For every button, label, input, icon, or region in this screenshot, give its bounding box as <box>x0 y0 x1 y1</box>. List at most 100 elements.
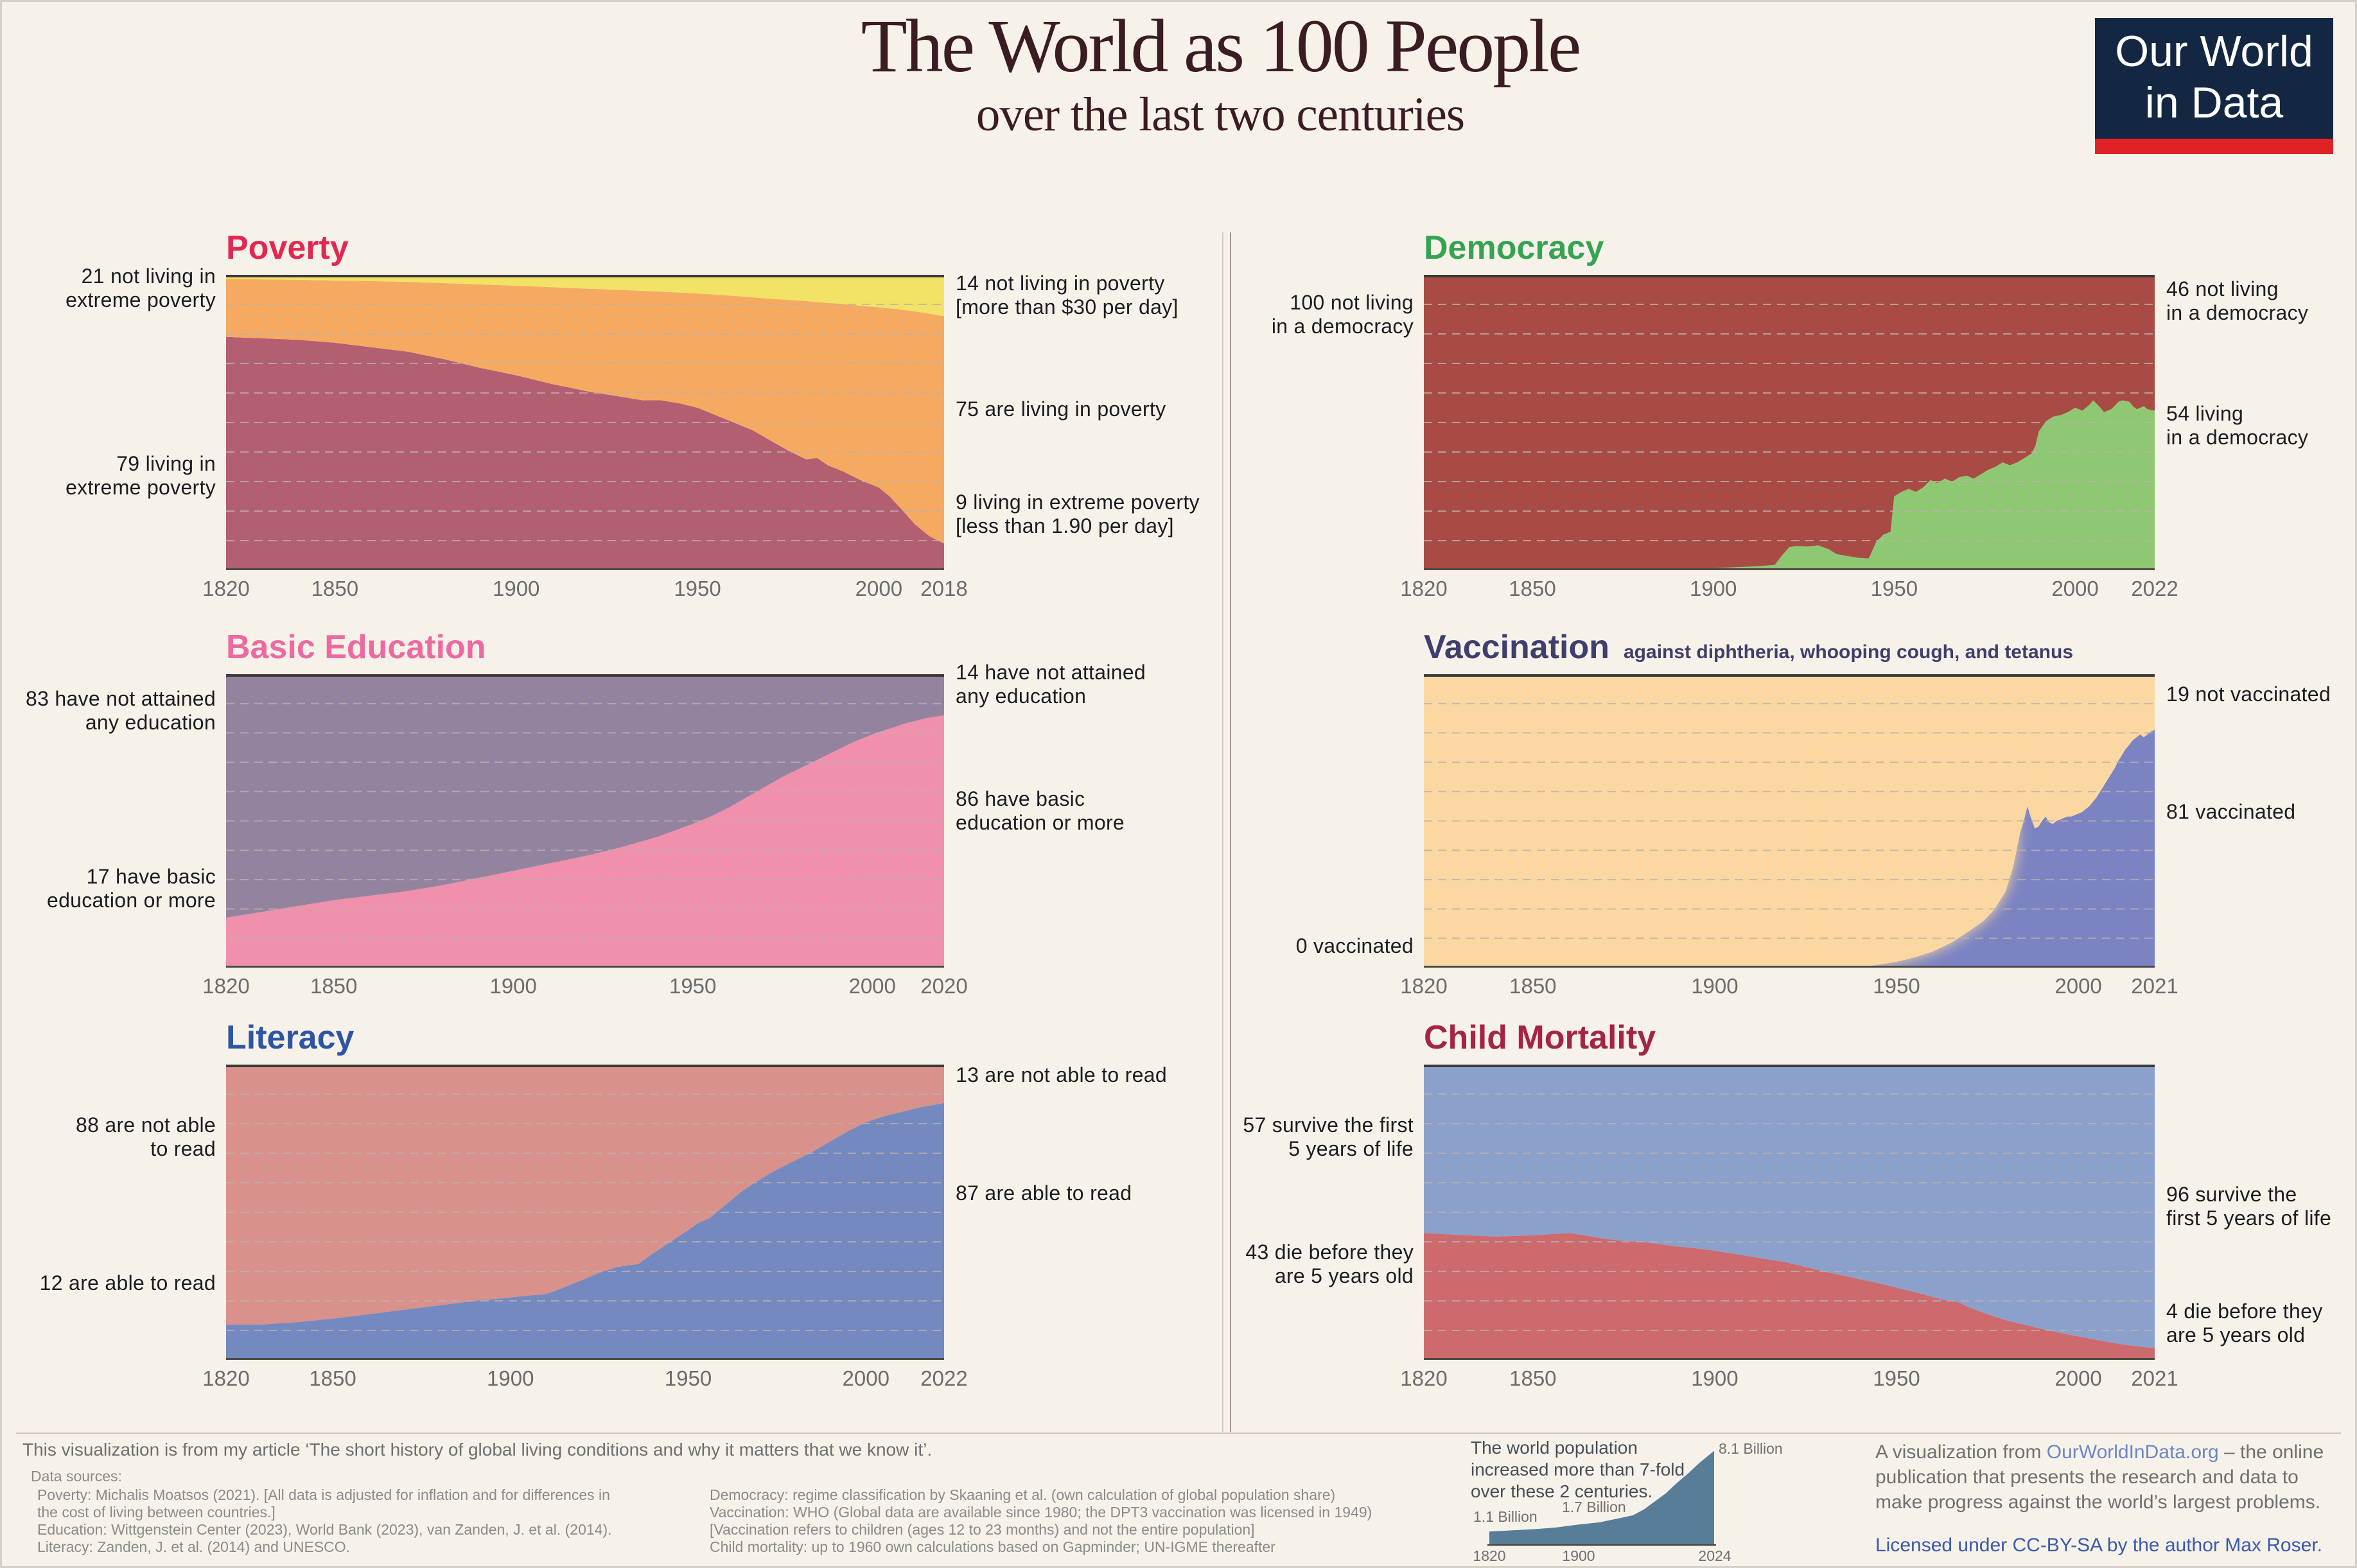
poverty-layer-living-in-poverty <box>226 279 944 544</box>
page-subtitle: over the last two centuries <box>976 88 1465 141</box>
literacy-annotation-3: 87 are able to read <box>956 1181 1132 1205</box>
child_mortality-top-border <box>1424 1065 2155 1067</box>
education-x-axis <box>226 966 944 968</box>
source-col2-line-0: Democracy: regime classification by Skaa… <box>710 1486 1336 1503</box>
literacy-plot <box>226 1065 944 1360</box>
vaccination-annotation-0: 0 vaccinated <box>1295 934 1414 957</box>
vaccination-annotation-1: 19 not vaccinated <box>2166 683 2331 706</box>
vaccination-plot <box>1424 674 2155 968</box>
education-annotation-0: 83 have not attained any education <box>25 687 216 735</box>
poverty-annotation-0: 21 not living in extreme poverty <box>66 264 216 311</box>
vaccination-chart-subtitle: against diphtheria, whooping cough, and … <box>1624 641 2074 663</box>
vaccination-x-tick-2021: 2021 <box>2131 974 2178 998</box>
child_mortality-annotation-1: 43 die before they are 5 years old <box>1245 1240 1414 1287</box>
license-link[interactable]: Licensed under CC-BY-SA by the author Ma… <box>1875 1535 2322 1556</box>
education-x-tick-2020: 2020 <box>920 974 968 998</box>
owid-logo-line1: Our World <box>2115 27 2313 76</box>
vaccination-x-tick-1820: 1820 <box>1400 974 1448 998</box>
attribution-prefix: A visualization from <box>1875 1442 2047 1463</box>
education-layer-no-education <box>226 674 944 918</box>
poverty-x-tick-2000: 2000 <box>855 577 903 600</box>
democracy-x-tick-2000: 2000 <box>2051 577 2099 600</box>
source-col2-line-2: [Vaccination refers to children (ages 12… <box>710 1521 1255 1538</box>
poverty-x-tick-1900: 1900 <box>492 577 540 600</box>
education-x-tick-1850: 1850 <box>310 974 358 998</box>
literacy-layer-not-able-to-read <box>226 1065 944 1325</box>
literacy-annotation-1: 12 are able to read <box>39 1271 216 1294</box>
child_mortality-x-tick-1850: 1850 <box>1509 1366 1557 1390</box>
data-sources-label: Data sources: <box>31 1468 122 1485</box>
source-col1-line-2: Education: Wittgenstein Center (2023), W… <box>37 1521 612 1538</box>
data-sources-column-2: Democracy: regime classification by Skaa… <box>710 1486 1372 1556</box>
footer-intro: This visualization is from my article ‘T… <box>22 1440 933 1459</box>
poverty-annotation-1: 79 living in extreme poverty <box>66 451 216 499</box>
democracy-x-tick-1820: 1820 <box>1400 577 1448 600</box>
literacy-layer-able-to-read <box>226 1102 944 1360</box>
population-note: The world population increased more than … <box>1471 1437 1685 1503</box>
vaccination-x-tick-2000: 2000 <box>2055 974 2102 998</box>
education-annotation-1: 17 have basic education or more <box>46 864 216 912</box>
literacy-x-tick-1950: 1950 <box>664 1366 712 1390</box>
attribution: A visualization from OurWorldInData.org … <box>1875 1440 2338 1515</box>
vaccination-layer-vaccinated <box>1424 729 2155 968</box>
owid-logo-line2: in Data <box>2144 78 2284 127</box>
education-layer-have-basic-education <box>226 715 944 968</box>
democracy-annotation-1: 46 not living in a democracy <box>2166 277 2309 325</box>
vaccination-uncertainty-fuzz <box>1831 756 2017 968</box>
poverty-annotation-4: 9 living in extreme poverty [less than 1.… <box>956 490 1200 537</box>
education-chart-title: Basic Education <box>226 629 486 666</box>
footer-divider <box>16 1433 2341 1434</box>
literacy-annotation-2: 13 are not able to read <box>956 1063 1167 1086</box>
literacy-x-axis <box>226 1358 944 1360</box>
poverty-x-tick-1820: 1820 <box>202 577 250 600</box>
democracy-x-tick-1900: 1900 <box>1689 577 1737 600</box>
democracy-plot <box>1424 275 2155 570</box>
democracy-top-border <box>1424 275 2155 277</box>
vaccination-x-axis <box>1424 966 2155 968</box>
owid-logo-text: Our World in Data <box>2095 18 2333 128</box>
vaccination-chart-title: Vaccination against diphtheria, whooping … <box>1424 629 2073 670</box>
population-area <box>1489 1450 1714 1544</box>
poverty-layer-living-in-extreme-poverty <box>226 336 944 570</box>
child_mortality-plot <box>1424 1065 2155 1360</box>
poverty-x-axis <box>226 568 944 570</box>
data-sources-column-1: Poverty: Michalis Moatsos (2021). [All d… <box>37 1486 612 1556</box>
democracy-x-tick-2022: 2022 <box>2131 577 2178 600</box>
democracy-annotation-2: 54 living in a democracy <box>2166 401 2309 449</box>
source-col1-line-1: the cost of living between countries.] <box>37 1504 276 1520</box>
child_mortality-layer-survive-first-5-years <box>1424 1065 2155 1348</box>
population-tick-1900: 1900 <box>1562 1547 1595 1564</box>
education-x-tick-2000: 2000 <box>848 974 896 998</box>
child_mortality-x-tick-1950: 1950 <box>1873 1366 1920 1390</box>
education-annotation-2: 14 have not attained any education <box>956 660 1146 708</box>
vertical-divider-dark <box>1230 232 1231 1432</box>
literacy-x-tick-2000: 2000 <box>842 1366 889 1390</box>
population-tick-1820: 1820 <box>1473 1547 1506 1564</box>
child_mortality-chart-title: Child Mortality <box>1424 1019 1656 1056</box>
poverty-layer-not-living-in-poverty <box>226 275 944 317</box>
child_mortality-x-tick-2000: 2000 <box>2055 1366 2102 1390</box>
democracy-x-tick-1950: 1950 <box>1870 577 1918 600</box>
democracy-x-tick-1850: 1850 <box>1509 577 1556 600</box>
owid-logo-red-bar <box>2095 139 2333 154</box>
poverty-chart-title: Poverty <box>226 229 349 266</box>
democracy-chart-title: Democracy <box>1424 229 1604 266</box>
owid-link[interactable]: OurWorldInData.org <box>2046 1442 2219 1463</box>
democracy-layer-living-in-a-democracy <box>1424 400 2155 570</box>
population-tick-2024: 2024 <box>1698 1547 1731 1564</box>
population-label-2024: 8.1 Billion <box>1719 1440 1783 1457</box>
population-note-line-0: The world population <box>1471 1438 1638 1458</box>
literacy-x-tick-2022: 2022 <box>920 1366 968 1390</box>
source-col2-line-3: Child mortality: up to 1960 own calculat… <box>710 1538 1275 1555</box>
child_mortality-x-axis <box>1424 1358 2155 1360</box>
education-x-tick-1900: 1900 <box>489 974 537 998</box>
vaccination-x-tick-1850: 1850 <box>1509 974 1557 998</box>
population-note-line-2: over these 2 centuries. <box>1471 1481 1653 1501</box>
child_mortality-annotation-2: 96 survive the first 5 years of life <box>2166 1182 2332 1230</box>
education-annotation-3: 86 have basic education or more <box>956 787 1125 834</box>
literacy-chart-title: Literacy <box>226 1019 355 1056</box>
education-top-border <box>226 674 944 677</box>
poverty-annotation-3: 75 are living in poverty <box>956 397 1166 421</box>
vertical-divider-light <box>1222 232 1223 1432</box>
header: The World as 100 People over the last tw… <box>83 5 2357 143</box>
